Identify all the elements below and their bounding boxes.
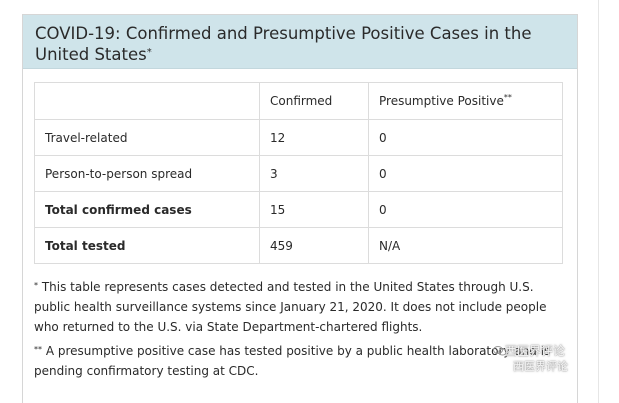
column-header-presumptive-text: Presumptive Positive [379,94,504,108]
row-presumptive: 0 [368,119,563,156]
footnote-2-mark: ** [34,345,42,354]
footnote-2-text: A presumptive positive case has tested p… [34,344,551,378]
table-row: Total confirmed cases 15 0 [34,191,563,228]
card-header: COVID-19: Confirmed and Presumptive Posi… [23,15,577,69]
card-title: COVID-19: Confirmed and Presumptive Posi… [35,23,567,65]
footnote-1-mark: * [34,281,38,290]
table-header-row: Confirmed Presumptive Positive** [34,82,563,120]
row-presumptive: 0 [368,191,563,228]
row-confirmed: 15 [259,191,369,228]
row-confirmed: 3 [259,155,369,192]
table-row: Travel-related 12 0 [34,119,563,156]
card-title-footnote-mark: * [146,47,152,58]
column-header-presumptive-mark: ** [503,93,512,102]
footnote-1: * This table represents cases detected a… [34,277,564,337]
row-label: Total confirmed cases [34,191,260,228]
row-label: Total tested [34,227,260,264]
table-row: Person-to-person spread 3 0 [34,155,563,192]
card-title-text: COVID-19: Confirmed and Presumptive Posi… [35,24,532,64]
row-confirmed: 12 [259,119,369,156]
cases-table: Confirmed Presumptive Positive** Travel-… [34,82,563,264]
column-header-label [34,82,260,120]
row-label: Person-to-person spread [34,155,260,192]
table-row: Total tested 459 N/A [34,227,563,264]
footnote-1-text: This table represents cases detected and… [34,280,547,334]
row-presumptive: N/A [368,227,563,264]
page-divider [598,0,599,403]
column-header-presumptive: Presumptive Positive** [368,82,563,120]
row-confirmed: 459 [259,227,369,264]
column-header-confirmed: Confirmed [259,82,369,120]
row-label: Travel-related [34,119,260,156]
footnote-2: ** A presumptive positive case has teste… [34,341,564,381]
row-presumptive: 0 [368,155,563,192]
